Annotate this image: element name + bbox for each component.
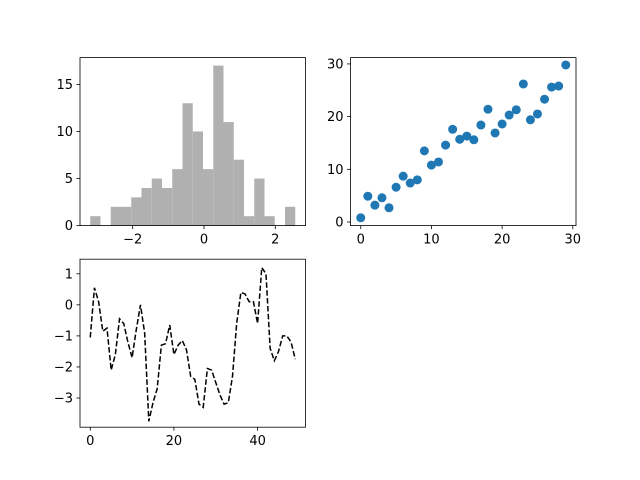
- point: [384, 203, 394, 213]
- bar: [141, 187, 152, 226]
- line: [89, 265, 296, 422]
- point: [504, 110, 514, 120]
- point: [419, 146, 429, 156]
- point: [448, 124, 458, 134]
- bar: [110, 206, 121, 226]
- point: [540, 94, 550, 104]
- x-tick-label: 30: [565, 233, 582, 248]
- bar: [244, 216, 255, 226]
- y-tick-label: −1: [54, 329, 73, 344]
- point: [455, 134, 465, 144]
- bar: [131, 197, 142, 226]
- y-tick-label: 15: [56, 78, 73, 93]
- y-tick-label: 0: [65, 298, 73, 313]
- point: [547, 82, 557, 92]
- point: [412, 175, 422, 185]
- x-tick-label: −2: [123, 233, 142, 248]
- axes-frame: [350, 57, 577, 226]
- x-tick-label: 0: [357, 233, 365, 248]
- point: [356, 213, 366, 223]
- point: [377, 193, 387, 203]
- bar: [121, 206, 132, 226]
- point: [391, 182, 401, 192]
- point: [398, 171, 408, 181]
- bar: [192, 131, 203, 226]
- point: [554, 81, 564, 91]
- bar: [223, 122, 234, 226]
- point: [462, 131, 472, 141]
- x-tick-label: 10: [423, 233, 440, 248]
- point: [363, 191, 373, 201]
- axes-frame: [79, 258, 306, 428]
- x-tick-label: 2: [271, 233, 279, 248]
- point: [511, 105, 521, 115]
- y-tick-label: −3: [54, 392, 73, 407]
- bar: [213, 65, 224, 226]
- point: [483, 104, 493, 114]
- point: [441, 140, 451, 150]
- point: [518, 79, 528, 89]
- x-tick-label: 20: [494, 233, 511, 248]
- point: [561, 60, 571, 70]
- point: [434, 157, 444, 167]
- point: [469, 135, 479, 145]
- x-tick-label: 0: [200, 233, 208, 248]
- bar: [162, 187, 173, 226]
- bar: [285, 206, 296, 226]
- x-tick-label: 0: [86, 434, 94, 449]
- point: [525, 115, 535, 125]
- y-tick-label: 20: [327, 110, 344, 125]
- bar: [90, 216, 101, 226]
- point: [370, 200, 380, 210]
- x-tick-label: 40: [249, 434, 266, 449]
- axes-frame: [79, 57, 306, 226]
- bar: [233, 159, 244, 226]
- y-tick-label: 10: [327, 163, 344, 178]
- point: [405, 178, 415, 188]
- bar: [151, 178, 162, 226]
- point: [426, 160, 436, 170]
- x-tick-label: 20: [166, 434, 183, 449]
- bar: [264, 216, 275, 226]
- bar: [203, 169, 214, 226]
- y-tick-label: 0: [65, 219, 73, 234]
- bar: [182, 103, 193, 226]
- point: [490, 128, 500, 138]
- y-tick-label: −2: [54, 360, 73, 375]
- point: [497, 119, 507, 129]
- y-tick-label: 0: [335, 216, 343, 231]
- bar: [254, 178, 265, 226]
- point: [532, 109, 542, 119]
- y-tick-label: 30: [327, 57, 344, 72]
- y-tick-label: 1: [65, 267, 73, 282]
- y-tick-label: 10: [56, 125, 73, 140]
- bar: [172, 169, 183, 226]
- y-tick-label: 5: [65, 172, 73, 187]
- point: [476, 120, 486, 130]
